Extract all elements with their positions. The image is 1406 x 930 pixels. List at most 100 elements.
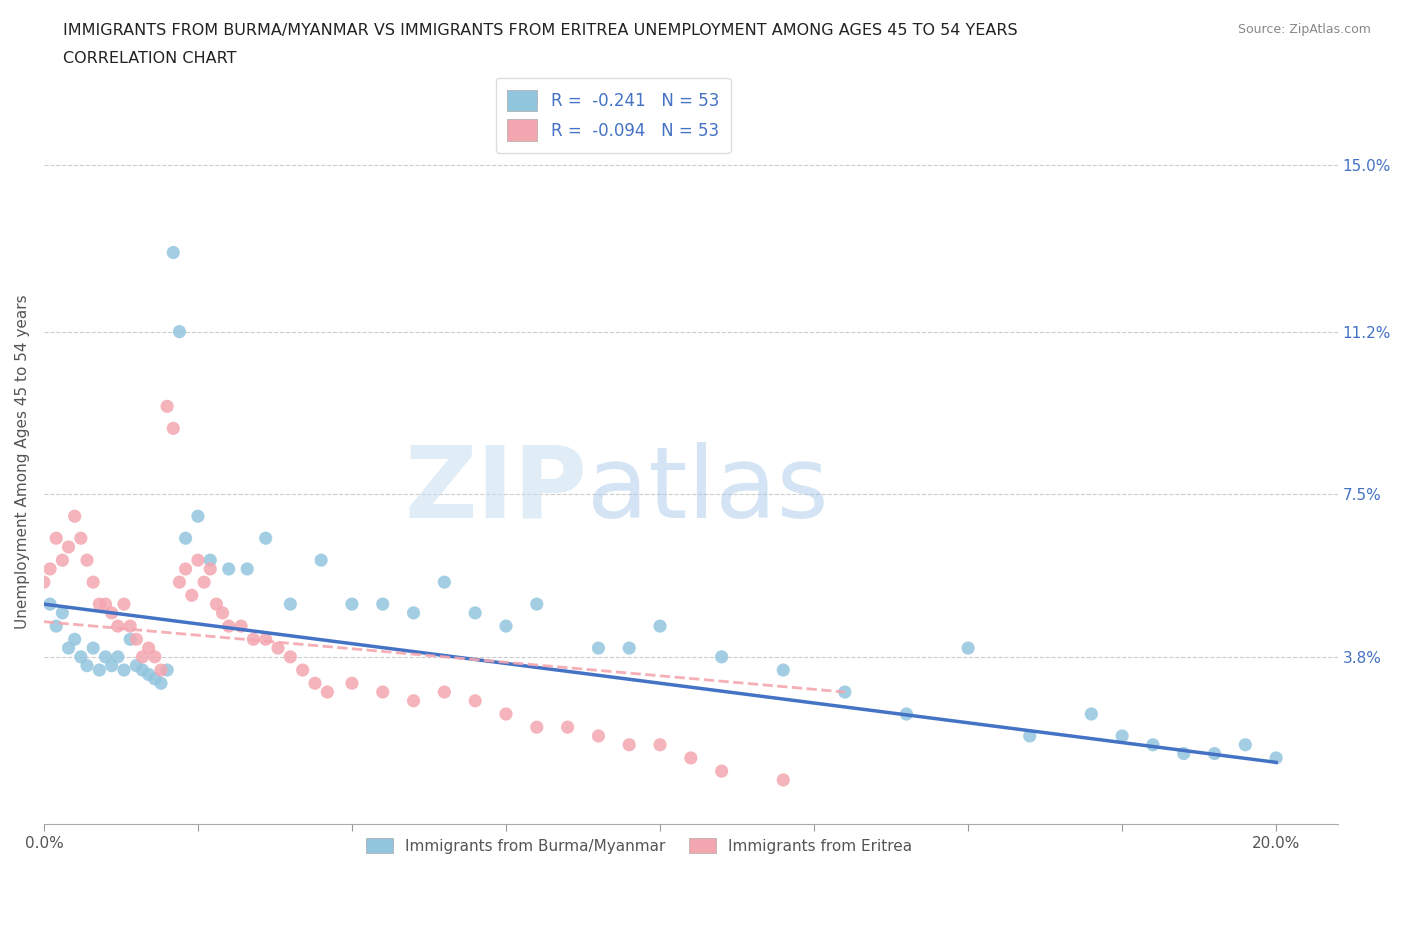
Point: [125, 658, 148, 673]
Point: [309, 552, 332, 567]
Point: [280, 597, 302, 612]
Legend: Immigrants from Burma/Myanmar, Immigrants from Eritrea: Immigrants from Burma/Myanmar, Immigrant…: [360, 831, 918, 859]
Point: [63, 509, 86, 524]
Point: [174, 531, 197, 546]
Point: [51, 552, 73, 567]
Point: [107, 618, 129, 633]
Point: [162, 421, 184, 436]
Point: [495, 707, 517, 722]
Point: [112, 662, 135, 677]
Point: [1234, 737, 1257, 752]
Point: [218, 562, 240, 577]
Point: [107, 649, 129, 664]
Point: [371, 684, 394, 699]
Point: [557, 720, 579, 735]
Text: atlas: atlas: [588, 442, 830, 538]
Point: [169, 575, 191, 590]
Point: [94, 649, 117, 664]
Point: [149, 662, 172, 677]
Point: [156, 662, 179, 677]
Point: [254, 631, 277, 646]
Point: [316, 684, 339, 699]
Point: [254, 531, 277, 546]
Point: [45, 618, 67, 633]
Point: [1111, 728, 1133, 743]
Y-axis label: Unemployment Among Ages 45 to 54 years: Unemployment Among Ages 45 to 54 years: [15, 294, 30, 629]
Point: [180, 588, 202, 603]
Point: [143, 649, 166, 664]
Point: [402, 694, 425, 709]
Point: [1173, 746, 1195, 761]
Point: [100, 658, 122, 673]
Point: [402, 605, 425, 620]
Point: [371, 597, 394, 612]
Point: [45, 531, 67, 546]
Point: [143, 671, 166, 686]
Point: [464, 605, 486, 620]
Point: [896, 707, 918, 722]
Point: [200, 552, 222, 567]
Point: [619, 737, 641, 752]
Point: [710, 764, 733, 778]
Point: [32, 575, 55, 590]
Point: [82, 575, 104, 590]
Point: [187, 509, 209, 524]
Point: [242, 631, 264, 646]
Point: [162, 246, 184, 260]
Point: [291, 662, 314, 677]
Point: [834, 684, 856, 699]
Point: [120, 631, 142, 646]
Point: [236, 562, 259, 577]
Point: [149, 676, 172, 691]
Point: [100, 605, 122, 620]
Point: [156, 399, 179, 414]
Point: [138, 667, 160, 682]
Text: ZIP: ZIP: [405, 442, 588, 538]
Point: [70, 649, 93, 664]
Point: [648, 618, 671, 633]
Point: [267, 641, 290, 656]
Point: [193, 575, 215, 590]
Point: [125, 631, 148, 646]
Point: [131, 662, 153, 677]
Point: [187, 552, 209, 567]
Point: [200, 562, 222, 577]
Text: IMMIGRANTS FROM BURMA/MYANMAR VS IMMIGRANTS FROM ERITREA UNEMPLOYMENT AMONG AGES: IMMIGRANTS FROM BURMA/MYANMAR VS IMMIGRA…: [63, 23, 1018, 38]
Text: Source: ZipAtlas.com: Source: ZipAtlas.com: [1237, 23, 1371, 36]
Point: [138, 641, 160, 656]
Point: [433, 684, 456, 699]
Point: [340, 676, 363, 691]
Point: [39, 597, 62, 612]
Point: [619, 641, 641, 656]
Point: [588, 728, 610, 743]
Point: [112, 597, 135, 612]
Point: [772, 662, 794, 677]
Point: [1018, 728, 1040, 743]
Point: [63, 631, 86, 646]
Point: [58, 641, 80, 656]
Point: [82, 641, 104, 656]
Point: [70, 531, 93, 546]
Point: [39, 562, 62, 577]
Point: [89, 597, 111, 612]
Point: [526, 720, 548, 735]
Point: [464, 694, 486, 709]
Point: [304, 676, 326, 691]
Point: [211, 605, 233, 620]
Point: [1142, 737, 1164, 752]
Point: [120, 618, 142, 633]
Point: [679, 751, 702, 765]
Point: [76, 552, 98, 567]
Point: [218, 618, 240, 633]
Point: [89, 662, 111, 677]
Point: [495, 618, 517, 633]
Point: [526, 597, 548, 612]
Point: [1204, 746, 1226, 761]
Point: [280, 649, 302, 664]
Point: [51, 605, 73, 620]
Point: [1080, 707, 1102, 722]
Point: [58, 539, 80, 554]
Point: [588, 641, 610, 656]
Point: [94, 597, 117, 612]
Point: [433, 575, 456, 590]
